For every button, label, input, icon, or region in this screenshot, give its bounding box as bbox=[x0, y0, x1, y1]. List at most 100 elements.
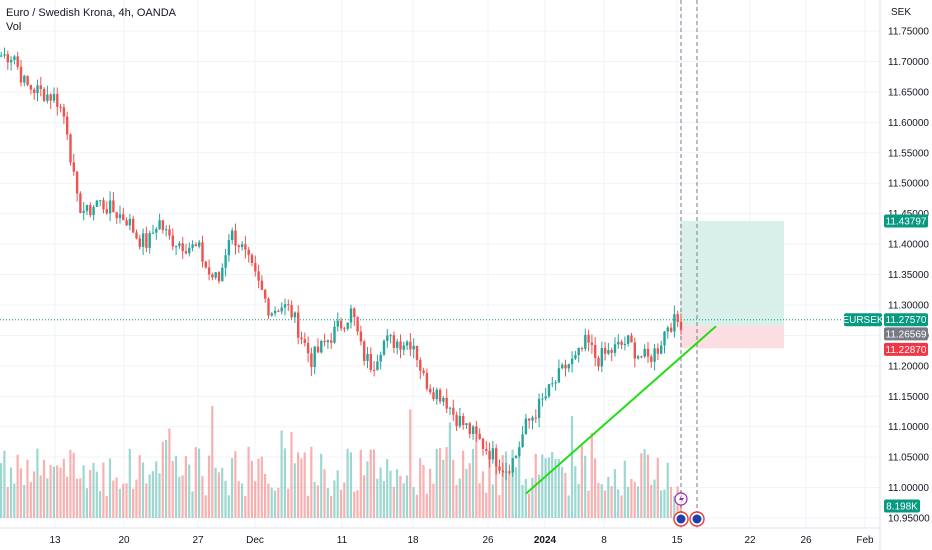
candle-body bbox=[36, 85, 39, 94]
candle-body bbox=[465, 423, 468, 426]
volume-bar bbox=[666, 462, 669, 518]
volume-bar bbox=[636, 486, 640, 518]
volume-bars bbox=[0, 406, 682, 518]
price-tags: EURSEK 11.27570 11.26569 11.43797 11.22870 8.… bbox=[842, 214, 928, 513]
stop-loss-tag-text: 11.22870 bbox=[886, 345, 927, 356]
candle-body bbox=[277, 310, 280, 312]
candle-body bbox=[389, 335, 392, 337]
volume-bar bbox=[280, 430, 283, 518]
candle-body bbox=[445, 397, 448, 409]
candle-body bbox=[587, 334, 590, 343]
candle-body bbox=[174, 246, 178, 248]
candle-body bbox=[257, 271, 260, 281]
candle-body bbox=[66, 116, 69, 135]
candle-body bbox=[181, 243, 184, 252]
candle-body bbox=[247, 249, 250, 255]
candle-body bbox=[405, 341, 409, 346]
price-tick-label: 10.95000 bbox=[888, 514, 930, 525]
candle-body bbox=[531, 417, 534, 421]
volume-bar bbox=[508, 470, 511, 518]
candle-body bbox=[353, 308, 356, 318]
volume-tag bbox=[884, 499, 920, 513]
chart-header: Euro / Swedish Krona, 4h, OANDA Vol bbox=[6, 6, 176, 34]
volume-bar bbox=[346, 448, 349, 518]
trendline[interactable] bbox=[525, 325, 717, 495]
candle-body bbox=[207, 267, 211, 275]
last-price-tag bbox=[884, 313, 928, 327]
price-tick-label: 11.55000 bbox=[888, 148, 929, 159]
symbol-tag-text: EURSEK bbox=[842, 315, 883, 326]
candle-body bbox=[264, 289, 267, 299]
candle-body bbox=[468, 423, 471, 434]
candle-body bbox=[359, 331, 363, 342]
volume-bar bbox=[115, 477, 118, 518]
volume-bar bbox=[201, 476, 204, 518]
volume-bar bbox=[257, 458, 260, 518]
volume-bar bbox=[178, 476, 181, 518]
volume-bar bbox=[363, 475, 366, 518]
time-tick-label: 20 bbox=[118, 535, 130, 546]
stop-loss-tag bbox=[884, 342, 928, 356]
volume-bar bbox=[419, 458, 422, 518]
volume-bar bbox=[389, 470, 392, 518]
volume-bar bbox=[547, 457, 550, 518]
volume-bar bbox=[237, 481, 240, 518]
volume-bar bbox=[313, 482, 316, 518]
volume-bar bbox=[310, 446, 313, 518]
candle-body bbox=[128, 218, 132, 226]
candle-body bbox=[349, 308, 353, 323]
candle-body bbox=[85, 205, 89, 211]
candle-body bbox=[498, 466, 501, 471]
candle-body bbox=[574, 355, 577, 359]
take-profit-zone[interactable] bbox=[680, 220, 784, 326]
candle-body bbox=[151, 232, 155, 234]
event-markers[interactable] bbox=[673, 492, 705, 527]
price-tick-label: 11.65000 bbox=[888, 87, 929, 98]
candle-body bbox=[254, 262, 257, 272]
volume-bar bbox=[198, 448, 201, 518]
candle-body bbox=[455, 414, 458, 427]
volume-bar bbox=[297, 452, 300, 518]
volume-bar bbox=[339, 489, 343, 518]
volume-bar bbox=[561, 466, 564, 518]
candle-body bbox=[537, 398, 541, 419]
volume-bar bbox=[386, 459, 389, 518]
price-tick-label: 11.35000 bbox=[888, 270, 929, 281]
candle-body bbox=[590, 342, 594, 345]
time-tick-label: 15 bbox=[671, 535, 683, 546]
candle-body bbox=[471, 426, 475, 434]
time-axis[interactable]: 13 20 27 Dec 11 18 26 2024 8 15 22 26 Feb bbox=[0, 527, 880, 546]
candle-body bbox=[287, 304, 290, 306]
volume-bar bbox=[445, 447, 448, 518]
volume-bar bbox=[108, 458, 112, 518]
volume-bar bbox=[630, 479, 633, 518]
volume-bar bbox=[234, 451, 237, 518]
stop-loss-zone[interactable] bbox=[680, 325, 784, 349]
candle-body bbox=[194, 244, 198, 247]
candle-body bbox=[452, 407, 455, 415]
time-tick-label: 11 bbox=[337, 535, 348, 546]
volume-bar bbox=[455, 484, 458, 518]
candle-body bbox=[643, 348, 646, 357]
time-tick-label: 27 bbox=[192, 535, 204, 546]
candle-body bbox=[29, 84, 33, 90]
price-tick-label: 11.70000 bbox=[888, 57, 929, 68]
volume-bar bbox=[570, 415, 574, 518]
volume-bar bbox=[521, 484, 524, 518]
volume-bar bbox=[574, 466, 577, 518]
candle-body bbox=[118, 214, 122, 219]
volume-bar bbox=[105, 495, 108, 518]
volume-bar bbox=[323, 469, 326, 518]
volume-bar bbox=[165, 440, 168, 518]
candle-body bbox=[191, 244, 194, 248]
volume-indicator-label[interactable]: Vol bbox=[6, 21, 22, 33]
volume-bar bbox=[485, 492, 488, 518]
price-axis[interactable]: 11.75000 11.70000 11.65000 11.60000 11.55000… bbox=[879, 0, 930, 550]
volume-bar bbox=[264, 473, 267, 518]
candle-body bbox=[547, 384, 551, 397]
volume-bar bbox=[613, 469, 616, 518]
volume-bar bbox=[214, 467, 217, 518]
candle-body bbox=[132, 218, 135, 233]
candle-body bbox=[0, 55, 3, 57]
